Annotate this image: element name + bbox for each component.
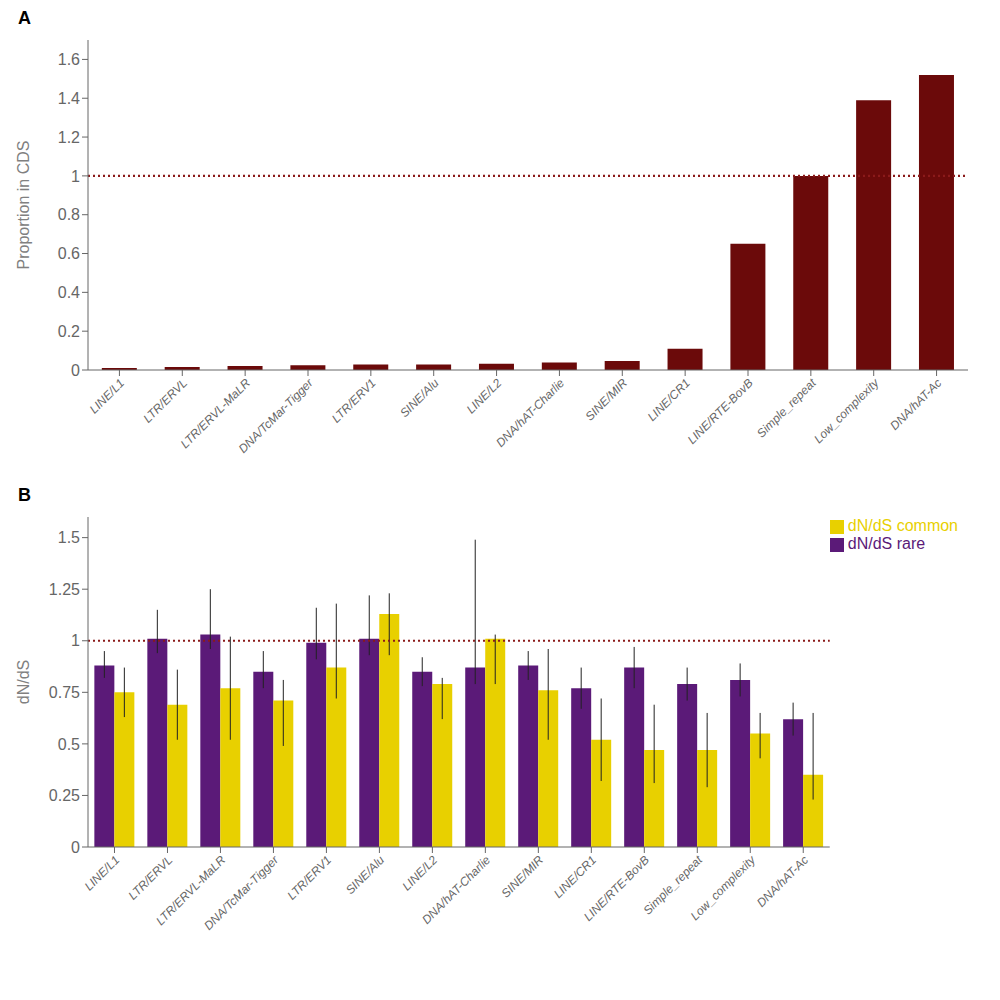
svg-text:LINE/CR1: LINE/CR1 <box>551 853 599 901</box>
svg-text:LTR/ERVL-MaLR: LTR/ERVL-MaLR <box>153 852 229 928</box>
svg-text:0.4: 0.4 <box>58 284 80 301</box>
svg-text:SINE/MIR: SINE/MIR <box>498 853 546 901</box>
svg-text:0.25: 0.25 <box>49 787 80 804</box>
svg-text:LTR/ERV1: LTR/ERV1 <box>285 853 335 903</box>
svg-text:DNA/TcMar-Tigger: DNA/TcMar-Tigger <box>201 852 282 933</box>
svg-text:DNA/hAT-Ac: DNA/hAT-Ac <box>887 376 944 433</box>
svg-text:DNA/hAT-Charlie: DNA/hAT-Charlie <box>493 376 567 450</box>
html-text:B: B <box>18 485 31 505</box>
svg-text:LINE/L2: LINE/L2 <box>464 376 505 417</box>
svg-text:0.8: 0.8 <box>58 206 80 223</box>
svg-text:1.4: 1.4 <box>58 90 80 107</box>
svg-text:LINE/CR1: LINE/CR1 <box>645 376 693 424</box>
svg-text:Simple_repeat: Simple_repeat <box>754 375 819 440</box>
svg-text:LINE/L2: LINE/L2 <box>400 853 441 894</box>
svg-text:0.2: 0.2 <box>58 323 80 340</box>
svg-text:dN/dS: dN/dS <box>15 660 32 704</box>
svg-text:Proportion in CDS: Proportion in CDS <box>15 141 32 270</box>
svg-text:Simple_repeat: Simple_repeat <box>640 852 706 918</box>
svg-text:Low_complexity: Low_complexity <box>811 375 882 446</box>
html-text:A: A <box>18 8 31 28</box>
svg-text:1: 1 <box>71 632 80 649</box>
svg-text:0: 0 <box>71 839 80 856</box>
svg-text:LTR/ERVL-MaLR: LTR/ERVL-MaLR <box>177 375 253 451</box>
svg-text:0.75: 0.75 <box>49 684 80 701</box>
svg-text:1.2: 1.2 <box>58 129 80 146</box>
svg-text:DNA/TcMar-Tigger: DNA/TcMar-Tigger <box>236 375 317 456</box>
svg-text:LTR/ERVL: LTR/ERVL <box>126 853 176 903</box>
html-text:dN/dS rare: dN/dS rare <box>847 535 926 552</box>
svg-text:LINE/RTE-BovB: LINE/RTE-BovB <box>685 376 756 447</box>
svg-text:1.5: 1.5 <box>58 529 80 546</box>
svg-text:LINE/RTE-BovB: LINE/RTE-BovB <box>581 853 652 924</box>
svg-text:DNA/hAT-Charlie: DNA/hAT-Charlie <box>419 853 493 927</box>
svg-text:0.5: 0.5 <box>58 736 80 753</box>
svg-text:LINE/L1: LINE/L1 <box>87 376 128 417</box>
svg-text:SINE/MIR: SINE/MIR <box>582 376 630 424</box>
svg-text:1.25: 1.25 <box>49 581 80 598</box>
svg-text:1: 1 <box>71 168 80 185</box>
svg-text:0.6: 0.6 <box>58 245 80 262</box>
svg-text:LTR/ERV1: LTR/ERV1 <box>329 376 379 426</box>
svg-text:SINE/Alu: SINE/Alu <box>343 853 388 898</box>
svg-text:1.6: 1.6 <box>58 51 80 68</box>
svg-text:Low_complexity: Low_complexity <box>688 852 759 923</box>
svg-text:0: 0 <box>71 362 80 379</box>
svg-text:LTR/ERVL: LTR/ERVL <box>140 376 190 426</box>
html-text:dN/dS common: dN/dS common <box>847 517 958 534</box>
svg-text:SINE/Alu: SINE/Alu <box>397 376 442 421</box>
svg-text:DNA/hAT-Ac: DNA/hAT-Ac <box>754 853 811 910</box>
svg-text:LINE/L1: LINE/L1 <box>82 853 123 894</box>
